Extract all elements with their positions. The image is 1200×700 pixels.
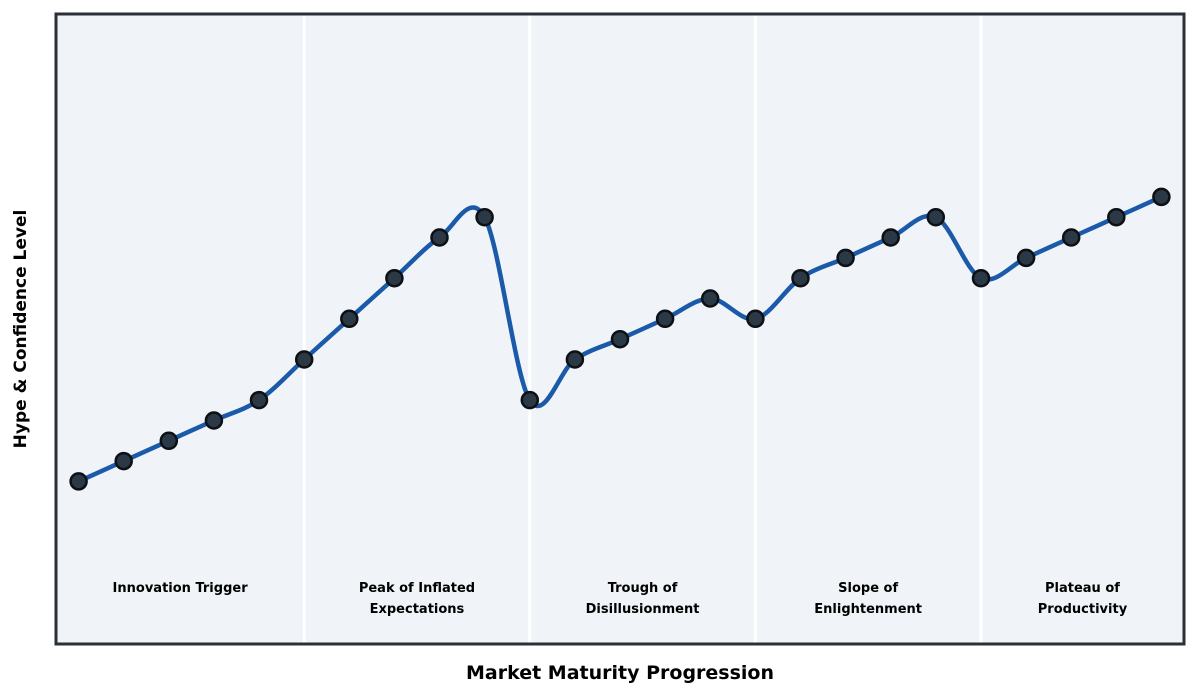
y-axis-label: Hype & Confidence Level: [11, 210, 31, 449]
data-point: [610, 329, 630, 349]
plot-area: [54, 12, 1186, 646]
data-point: [249, 390, 269, 410]
data-points: [69, 187, 1171, 491]
data-point: [430, 228, 449, 247]
data-point: [1152, 187, 1171, 207]
data-point: [475, 207, 494, 227]
data-point: [520, 390, 540, 410]
data-point: [204, 411, 224, 430]
data-point: [1016, 248, 1036, 268]
x-axis-label: Market Maturity Progression: [466, 662, 774, 684]
phase-label: Slope of Enlightenment: [814, 581, 922, 617]
data-point: [159, 431, 179, 451]
data-point: [926, 207, 946, 227]
data-point: [565, 350, 585, 369]
data-point: [881, 228, 900, 247]
data-point: [746, 309, 765, 329]
data-point: [69, 472, 88, 491]
data-point: [385, 268, 404, 288]
data-point: [340, 309, 359, 329]
phase-labels: Innovation Trigger Peak of Inflated Expect…: [113, 581, 1128, 617]
data-point: [1107, 207, 1126, 227]
data-point: [971, 268, 991, 288]
data-point: [294, 350, 314, 369]
data-point: [114, 451, 133, 471]
phase-label: Peak of Inflated Expectations: [359, 581, 475, 617]
phase-label: Plateau of Productivity: [1038, 581, 1128, 617]
phase-label: Innovation Trigger: [113, 581, 249, 596]
data-point: [1061, 228, 1081, 247]
data-point: [836, 248, 855, 268]
data-point: [655, 309, 675, 329]
phase-separators: [302, 15, 983, 643]
data-point: [791, 268, 810, 288]
phase-label: Trough of Disillusionment: [586, 581, 700, 617]
data-point: [700, 289, 720, 308]
